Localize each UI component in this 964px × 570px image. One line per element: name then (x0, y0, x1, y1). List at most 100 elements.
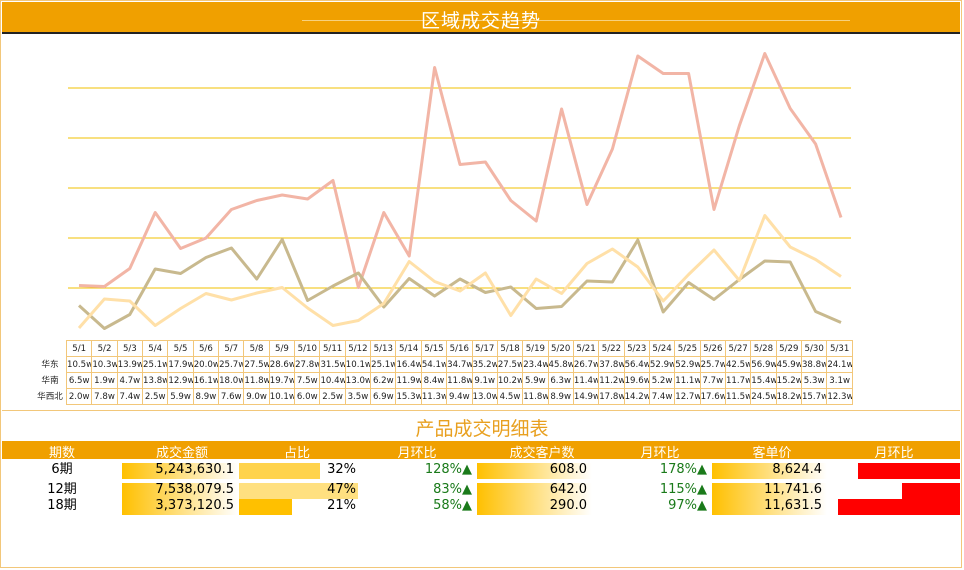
table-row: 12期 7,538,079.5 47% 83%▲ 642.0 115%▲ 11,741.6 (2, 481, 960, 501)
x-tick-label: 5/11 (319, 340, 346, 357)
share-bar (239, 483, 358, 499)
share-bar (239, 499, 292, 515)
data-label: 7.4w (648, 388, 676, 405)
avg-price-cell: 8,624.4 (772, 462, 822, 477)
col-header-customers: 成交客户数 (509, 446, 575, 461)
x-tick-label: 5/20 (547, 340, 574, 357)
mom-cell-1: 58%▲ (433, 498, 472, 513)
data-label: 6.9w (370, 388, 397, 405)
x-tick-label: 5/9 (268, 340, 296, 357)
data-label: 8.9w (547, 388, 574, 405)
amount-cell: 5,243,630.1 (155, 462, 234, 477)
data-label: 2.5w (142, 388, 169, 405)
data-label: 4.5w (496, 388, 524, 405)
x-tick-label: 5/21 (572, 340, 600, 357)
data-label: 35.2w (471, 356, 498, 373)
x-tick-label: 5/27 (724, 340, 752, 357)
data-label: 27.8w (294, 356, 321, 373)
data-label: 9.1w (471, 372, 498, 389)
data-label: 13.9w (116, 356, 144, 373)
share-cell: 32% (327, 462, 356, 477)
data-label: 20.0w (192, 356, 220, 373)
data-label: 2.5w (319, 388, 346, 405)
data-label: 10.4w (319, 372, 346, 389)
mom-cell-2: 115%▲ (659, 482, 707, 497)
data-label: 19.7w (268, 372, 296, 389)
data-label: 45.9w (775, 356, 802, 373)
data-label: 9.4w (446, 388, 473, 405)
data-label: 15.3w (395, 388, 422, 405)
data-label: 6.0w (294, 388, 321, 405)
amount-bar (122, 483, 238, 499)
data-label: 27.5w (496, 356, 524, 373)
mom-bar-3 (858, 463, 960, 479)
row-label-south: 华南 (41, 376, 59, 386)
data-label: 10.1w (344, 356, 372, 373)
avg-price-cell: 11,741.6 (764, 482, 822, 497)
data-label: 52.9w (648, 356, 676, 373)
data-label-table: 5/1 5/2 5/3 5/4 5/5 5/6 5/7 5/8 5/9 5/10 5/11 5/12 5… (65, 340, 853, 405)
data-label: 12.3w (826, 388, 853, 405)
data-label: 11.3w (420, 388, 448, 405)
table-title: 产品成交明细表 (415, 418, 549, 440)
data-label: 7.7w (699, 372, 726, 389)
x-tick-label: 5/8 (243, 340, 270, 357)
data-label: 11.2w (598, 372, 625, 389)
data-label: 11.7w (724, 372, 752, 389)
data-label: 11.4w (572, 372, 600, 389)
amount-cell: 3,373,120.5 (155, 498, 234, 513)
customers-cell: 608.0 (549, 462, 587, 477)
share-bar (239, 463, 320, 479)
data-label: 6.3w (547, 372, 574, 389)
data-label: 7.6w (218, 388, 245, 405)
data-label: 7.8w (91, 388, 118, 405)
data-label: 7.5w (294, 372, 321, 389)
data-label: 5.3w (800, 372, 828, 389)
col-header-share: 占比 (283, 446, 310, 461)
data-label: 5.2w (648, 372, 676, 389)
customers-cell: 290.0 (549, 498, 587, 513)
data-label: 37.8w (598, 356, 625, 373)
avg-price-cell: 11,631.5 (764, 498, 822, 513)
x-tick-label: 5/1 (65, 340, 93, 357)
data-label: 56.4w (623, 356, 650, 373)
customers-bar (477, 499, 592, 515)
page-title: 区域成交趋势 (420, 10, 541, 32)
x-tick-label: 5/17 (471, 340, 498, 357)
data-label: 5.9w (167, 388, 194, 405)
data-label: 15.2w (775, 372, 802, 389)
data-label: 6.5w (65, 372, 93, 389)
x-tick-label: 5/26 (699, 340, 726, 357)
data-label: 25.1w (370, 356, 397, 373)
data-label: 3.1w (826, 372, 853, 389)
data-label: 6.2w (370, 372, 397, 389)
avg-price-bar (712, 463, 827, 479)
x-tick-label: 5/22 (598, 340, 625, 357)
amount-bar (122, 499, 238, 515)
data-label: 10.1w (268, 388, 296, 405)
data-label: 18.0w (218, 372, 245, 389)
data-label: 7.4w (116, 388, 144, 405)
data-label: 10.3w (91, 356, 118, 373)
data-label: 25.1w (142, 356, 169, 373)
amount-cell: 7,538,079.5 (155, 482, 234, 497)
data-label: 12.9w (167, 372, 194, 389)
data-label: 25.7w (699, 356, 726, 373)
x-tick-label: 5/12 (344, 340, 372, 357)
data-label: 25.7w (218, 356, 245, 373)
data-label: 11.1w (674, 372, 701, 389)
col-header-mom-1: 月环比 (397, 446, 437, 461)
data-label: 17.9w (167, 356, 194, 373)
period-cell: 6期 (51, 462, 73, 477)
data-label: 11.9w (395, 372, 422, 389)
col-header-avg-price: 客单价 (752, 446, 792, 461)
data-label: 17.8w (598, 388, 625, 405)
x-tick-label: 5/30 (800, 340, 828, 357)
trend-line-chart (68, 52, 851, 330)
x-tick-label: 5/10 (294, 340, 321, 357)
mom-cell-1: 128%▲ (424, 462, 472, 477)
data-label: 24.5w (750, 388, 777, 405)
customers-bar (477, 483, 592, 499)
data-label: 56.9w (750, 356, 777, 373)
